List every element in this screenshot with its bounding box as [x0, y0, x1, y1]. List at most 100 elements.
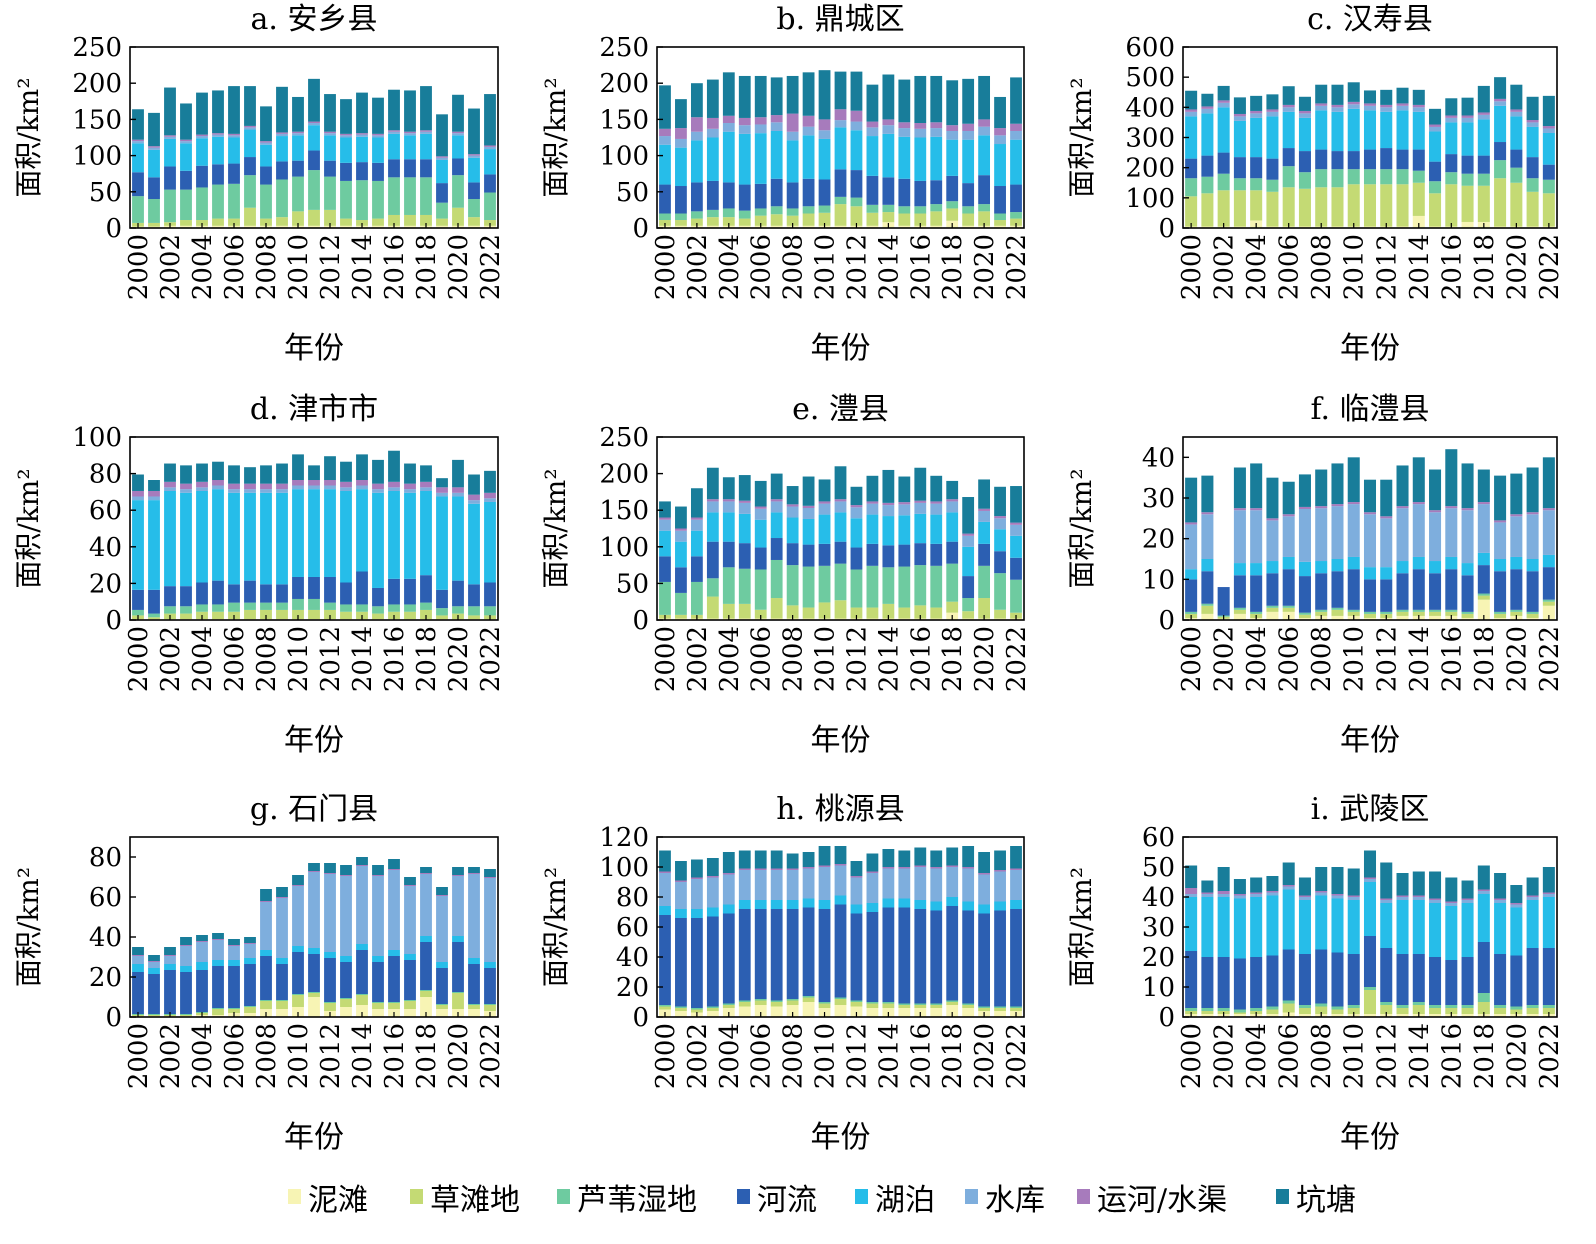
bar-segment: [1477, 504, 1490, 553]
bar-segment: [1010, 218, 1022, 226]
bar-segment: [196, 134, 208, 137]
bar-segment: [882, 177, 895, 205]
bar-segment: [1347, 609, 1360, 612]
bar-segment: [228, 1008, 240, 1009]
bar-segment: [260, 584, 272, 603]
bar-segment: [706, 1008, 719, 1011]
bar-segment: [866, 607, 879, 619]
x-tick-label: 2016: [380, 626, 410, 692]
bar-segment: [356, 136, 368, 163]
bar-segment: [1347, 104, 1360, 109]
bar-segment: [196, 582, 208, 605]
bar-segment: [882, 133, 895, 178]
bar-segment: [1461, 575, 1474, 612]
bar-segment: [1282, 187, 1295, 227]
bar-segment: [706, 876, 719, 878]
bar-segment: [356, 134, 368, 137]
bar-segment: [690, 83, 703, 118]
bar-segment: [452, 94, 464, 132]
bar-segment: [1429, 1005, 1442, 1008]
bar-segment: [244, 489, 256, 493]
bar-segment: [770, 909, 783, 1001]
bar-segment: [946, 541, 959, 564]
bar-segment: [818, 130, 831, 139]
bar-segment: [1315, 187, 1328, 227]
bar-segment: [1461, 155, 1474, 174]
bar-segment: [468, 873, 480, 874]
x-tick-label: 2006: [220, 1023, 250, 1089]
bar-segment: [1010, 77, 1022, 124]
bar-segment: [802, 72, 815, 116]
bar-segment: [770, 130, 783, 179]
bar-segment: [164, 166, 176, 190]
bar-segment: [196, 220, 208, 226]
bar-segment: [994, 609, 1006, 619]
bar-segment: [324, 577, 336, 603]
bar-segment: [1412, 502, 1425, 505]
bar-segment: [962, 901, 975, 911]
bar-segment: [1412, 569, 1425, 610]
bar-segment: [946, 480, 959, 500]
bar-segment: [946, 563, 959, 602]
bar-segment: [276, 958, 288, 964]
legend-item: 坑塘: [1276, 1183, 1356, 1218]
bar-segment: [962, 910, 975, 1004]
bar-segment: [1010, 846, 1022, 869]
bar-segment: [228, 137, 240, 164]
bar-segment: [212, 90, 224, 134]
bar-segment: [1396, 1008, 1409, 1014]
bar-segment: [196, 487, 208, 491]
bar-segment: [1010, 557, 1022, 580]
bar-segment: [675, 861, 687, 881]
chart-title: d. 津市市: [250, 392, 378, 427]
bar-segment: [1298, 897, 1311, 900]
bar-segment: [196, 970, 208, 1012]
bar-segment: [1494, 617, 1507, 620]
bar-segment: [722, 217, 735, 226]
bar-segment: [690, 488, 703, 518]
bar-segment: [1461, 903, 1474, 957]
bar-segment: [1185, 951, 1198, 1008]
bar-segment: [1331, 894, 1344, 896]
bar-segment: [1445, 117, 1458, 123]
bar-segment: [244, 207, 256, 226]
bar-segment: [340, 137, 352, 163]
bar-segment: [1510, 84, 1523, 110]
bar-segment: [180, 946, 192, 966]
bar-segment: [468, 494, 480, 501]
bar-segment: [404, 885, 416, 886]
bar-segment: [1217, 897, 1230, 957]
bar-segment: [914, 867, 927, 900]
bar-segment: [164, 87, 176, 136]
bar-segment: [1250, 563, 1263, 576]
y-axis-label: 面积/km²: [1065, 77, 1098, 197]
plot-frame: [129, 436, 499, 621]
bar-segment: [1185, 569, 1198, 580]
bar-segment: [212, 580, 224, 605]
bar-segment: [340, 582, 352, 605]
x-tick-label: 2006: [220, 626, 250, 692]
bar-segment: [898, 476, 911, 503]
bar-segment: [324, 952, 336, 958]
bar-segment: [946, 512, 959, 542]
bar-segment: [1185, 611, 1198, 614]
bar-segment: [1396, 105, 1409, 111]
bar-segment: [834, 997, 847, 999]
bar-segment: [1477, 173, 1490, 186]
bar-segment: [1494, 520, 1507, 523]
bar-segment: [962, 139, 975, 184]
bar-segment: [1494, 142, 1507, 161]
bar-segment: [882, 603, 895, 619]
bar-segment: [1331, 84, 1344, 105]
bar-segment: [1266, 94, 1279, 110]
bar-segment: [1526, 900, 1539, 948]
bar-segment: [1331, 169, 1344, 188]
bar-segment: [1429, 561, 1442, 574]
x-tick-label: 2016: [906, 626, 936, 692]
legend-swatch: [737, 1189, 750, 1204]
bar-segment: [180, 483, 192, 490]
y-tick-label: 200: [599, 69, 649, 99]
bar-segment: [1445, 506, 1458, 509]
x-tick-label: 2002: [683, 1023, 713, 1089]
